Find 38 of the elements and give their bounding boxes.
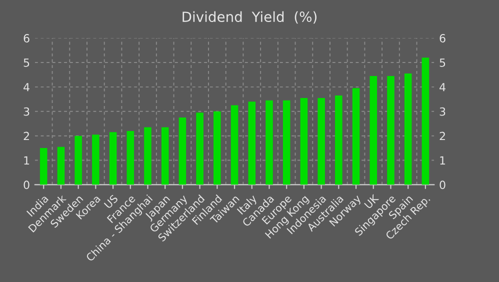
bar [109,132,117,185]
bar [196,112,204,185]
bar [422,58,430,185]
y-tick-label: 2 [24,132,29,140]
bar [178,118,186,185]
bar [126,130,134,185]
y2-tick-label: 0 [440,180,446,190]
y2-tick-label: 4 [440,83,446,92]
bar [352,88,360,185]
bar [404,74,412,185]
bar [74,136,82,185]
y2-tick-label: 2 [440,132,445,140]
bar [370,76,378,185]
bar [161,127,169,185]
bar [335,96,342,185]
y-tick-label: 4 [24,83,30,92]
y2-tick-label: 3 [440,107,446,116]
bar [92,134,100,185]
bar [40,148,48,185]
bar [144,127,152,185]
bar [266,100,273,185]
bar [230,105,238,185]
bar [318,98,325,185]
y2-tick-label: 6 [440,34,446,42]
y-tick-label: 1 [24,156,30,164]
chart-title: Dividend Yield (%) [182,11,316,24]
y-tick-label: 5 [24,58,30,67]
y-tick-label: 3 [24,107,30,116]
bar [57,146,65,185]
bar [300,98,308,185]
y-tick-label: 6 [24,34,30,42]
bar [387,76,394,185]
y2-tick-label: 5 [440,58,446,67]
bar [282,100,290,185]
bar [248,102,256,185]
bar [214,111,221,185]
y-tick-label: 0 [24,180,30,190]
y2-tick-label: 1 [440,156,446,164]
